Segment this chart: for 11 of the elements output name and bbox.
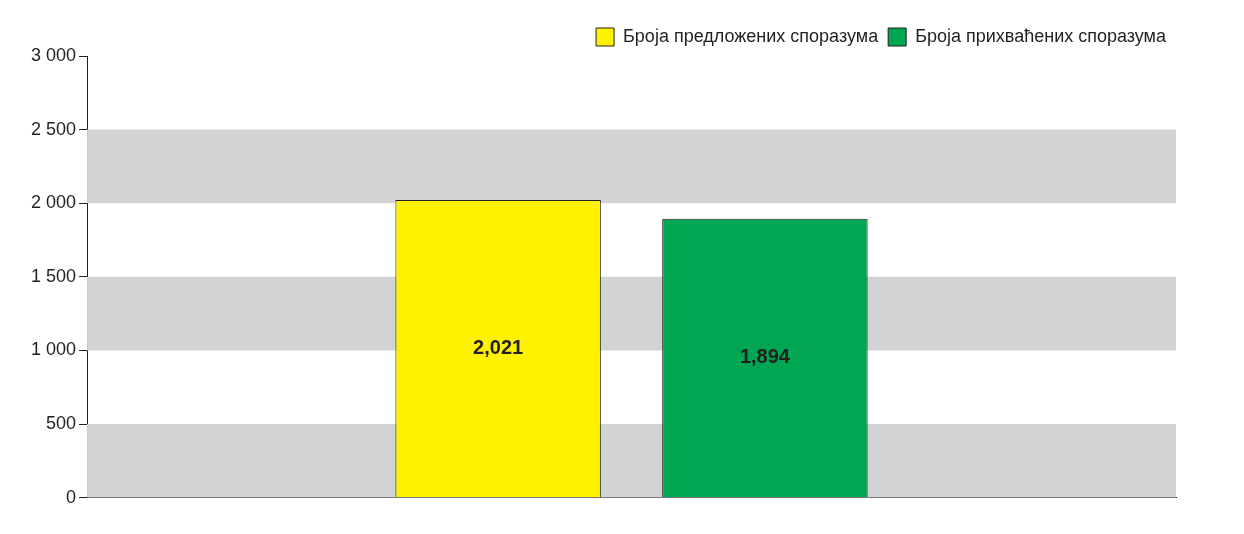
y-tick-label: 2 500: [31, 118, 77, 139]
y-tick-label: 1 000: [31, 339, 77, 360]
data-label: 2,021: [473, 336, 524, 359]
data-label: 1,894: [739, 345, 791, 368]
legend-label: Броја прихваћених споразума: [915, 25, 1167, 46]
y-tick-label: 2 000: [31, 192, 77, 213]
legend-label: Броја предложених споразума: [623, 25, 880, 46]
y-tick-label: 3 000: [31, 44, 77, 65]
y-tick-label: 1 500: [31, 265, 77, 286]
y-tick-label: 500: [46, 412, 77, 433]
y-tick-label: 0: [66, 486, 77, 507]
